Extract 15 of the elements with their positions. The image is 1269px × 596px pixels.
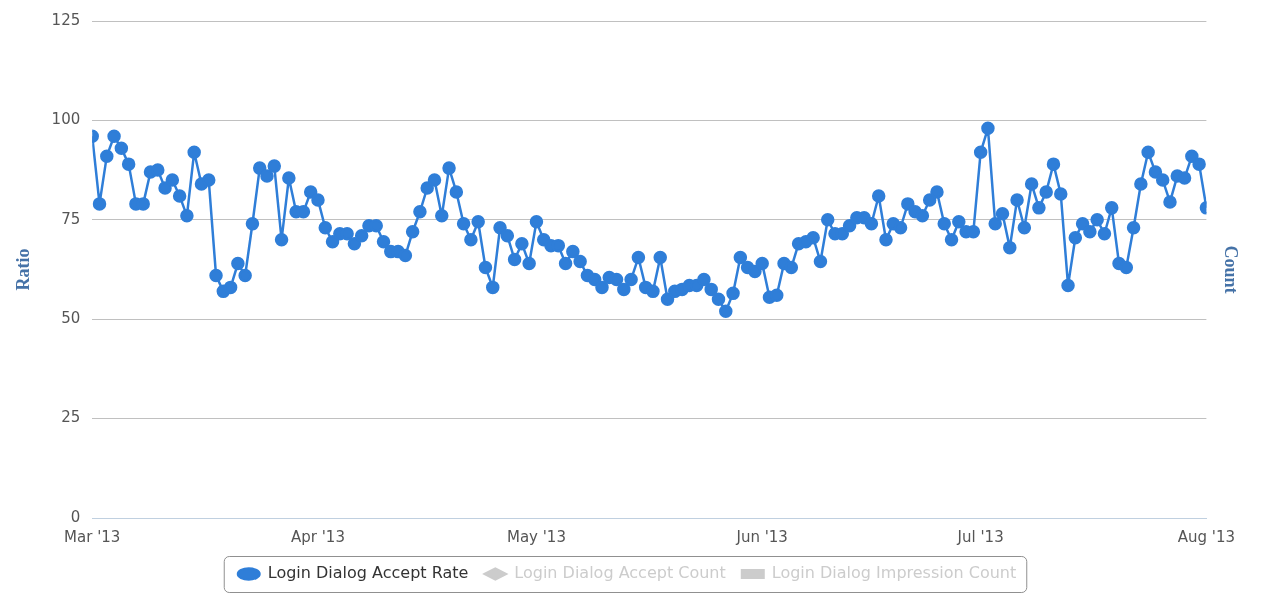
x-tick-label: Aug '13 bbox=[1177, 527, 1236, 546]
x-tick-label: May '13 bbox=[506, 527, 566, 546]
legend-label: Login Dialog Accept Rate bbox=[267, 563, 469, 583]
y-tick-label: 0 bbox=[70, 507, 81, 526]
x-tick-label: Mar '13 bbox=[64, 527, 121, 546]
y-tick-label: 100 bbox=[51, 110, 81, 129]
y-tick-label: 50 bbox=[61, 309, 81, 328]
y-tick-label: 25 bbox=[61, 408, 81, 427]
y-axis-title: Ratio bbox=[13, 248, 34, 291]
x-tick-label: Apr '13 bbox=[291, 527, 345, 546]
x-tick-label: Jun '13 bbox=[735, 527, 788, 546]
x-tick-label: Jul '13 bbox=[956, 527, 1004, 546]
y-tick-label: 75 bbox=[61, 209, 81, 228]
y2-axis-title: Count bbox=[1220, 245, 1241, 294]
y-tick-label: 125 bbox=[51, 10, 81, 29]
